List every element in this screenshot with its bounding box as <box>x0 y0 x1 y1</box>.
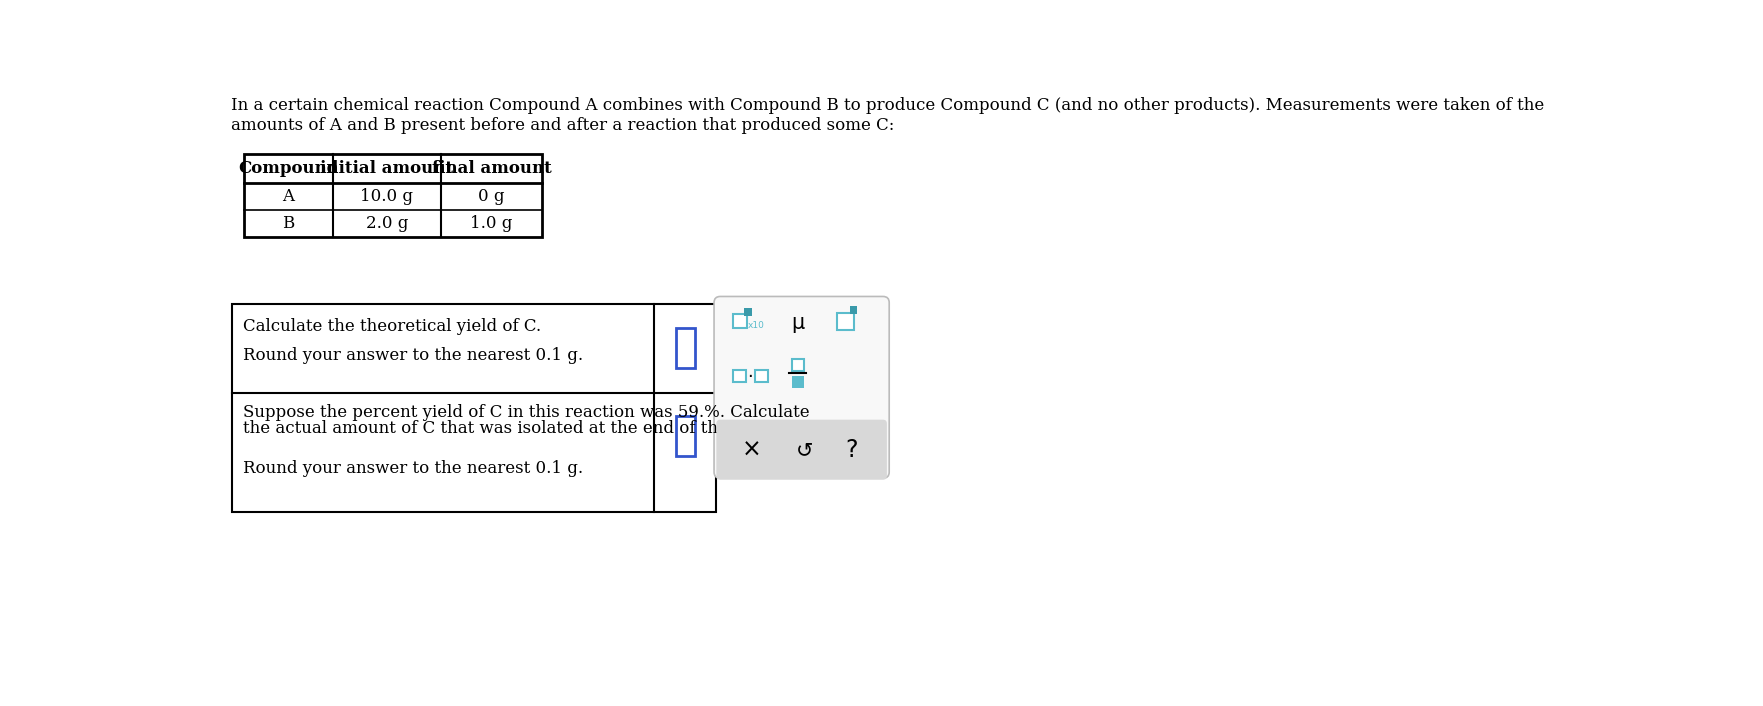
Text: Calculate the theoretical yield of C.: Calculate the theoretical yield of C. <box>243 318 541 335</box>
Text: µ: µ <box>792 313 804 333</box>
Text: In a certain chemical reaction Compound A combines with Compound B to produce Co: In a certain chemical reaction Compound … <box>231 97 1544 114</box>
Bar <box>836 313 853 330</box>
Text: B: B <box>282 215 294 232</box>
Bar <box>850 306 857 314</box>
Text: amounts of A and B present before and after a reaction that produced some C:: amounts of A and B present before and af… <box>231 117 894 134</box>
Text: ?: ? <box>846 438 859 462</box>
Text: ×: × <box>742 438 762 462</box>
Bar <box>733 370 746 382</box>
Text: Round your answer to the nearest 0.1 g.: Round your answer to the nearest 0.1 g. <box>243 460 584 477</box>
Bar <box>243 154 541 237</box>
Text: 0 g: 0 g <box>478 189 504 205</box>
Bar <box>721 424 883 450</box>
Text: initial amount: initial amount <box>321 160 453 177</box>
Text: A: A <box>282 189 294 205</box>
Bar <box>755 370 767 382</box>
Text: x10: x10 <box>748 321 765 330</box>
Bar <box>675 328 695 369</box>
Bar <box>744 308 753 316</box>
Bar <box>792 359 804 371</box>
Text: 1.0 g: 1.0 g <box>471 215 513 232</box>
FancyBboxPatch shape <box>714 297 889 478</box>
FancyBboxPatch shape <box>716 419 887 480</box>
Text: Compound: Compound <box>238 160 338 177</box>
Text: the actual amount of C that was isolated at the end of the reaction.: the actual amount of C that was isolated… <box>243 421 807 438</box>
Text: 2.0 g: 2.0 g <box>365 215 409 232</box>
Text: final amount: final amount <box>432 160 552 177</box>
Bar <box>733 314 748 328</box>
Bar <box>233 304 716 512</box>
Text: $\circlearrowleft$: $\circlearrowleft$ <box>790 440 813 460</box>
Text: Suppose the percent yield of C in this reaction was 59.%. Calculate: Suppose the percent yield of C in this r… <box>243 404 809 421</box>
Text: Round your answer to the nearest 0.1 g.: Round your answer to the nearest 0.1 g. <box>243 347 584 364</box>
Bar <box>675 416 695 456</box>
Text: 10.0 g: 10.0 g <box>360 189 414 205</box>
Text: ·: · <box>748 368 753 385</box>
Bar <box>792 376 804 388</box>
